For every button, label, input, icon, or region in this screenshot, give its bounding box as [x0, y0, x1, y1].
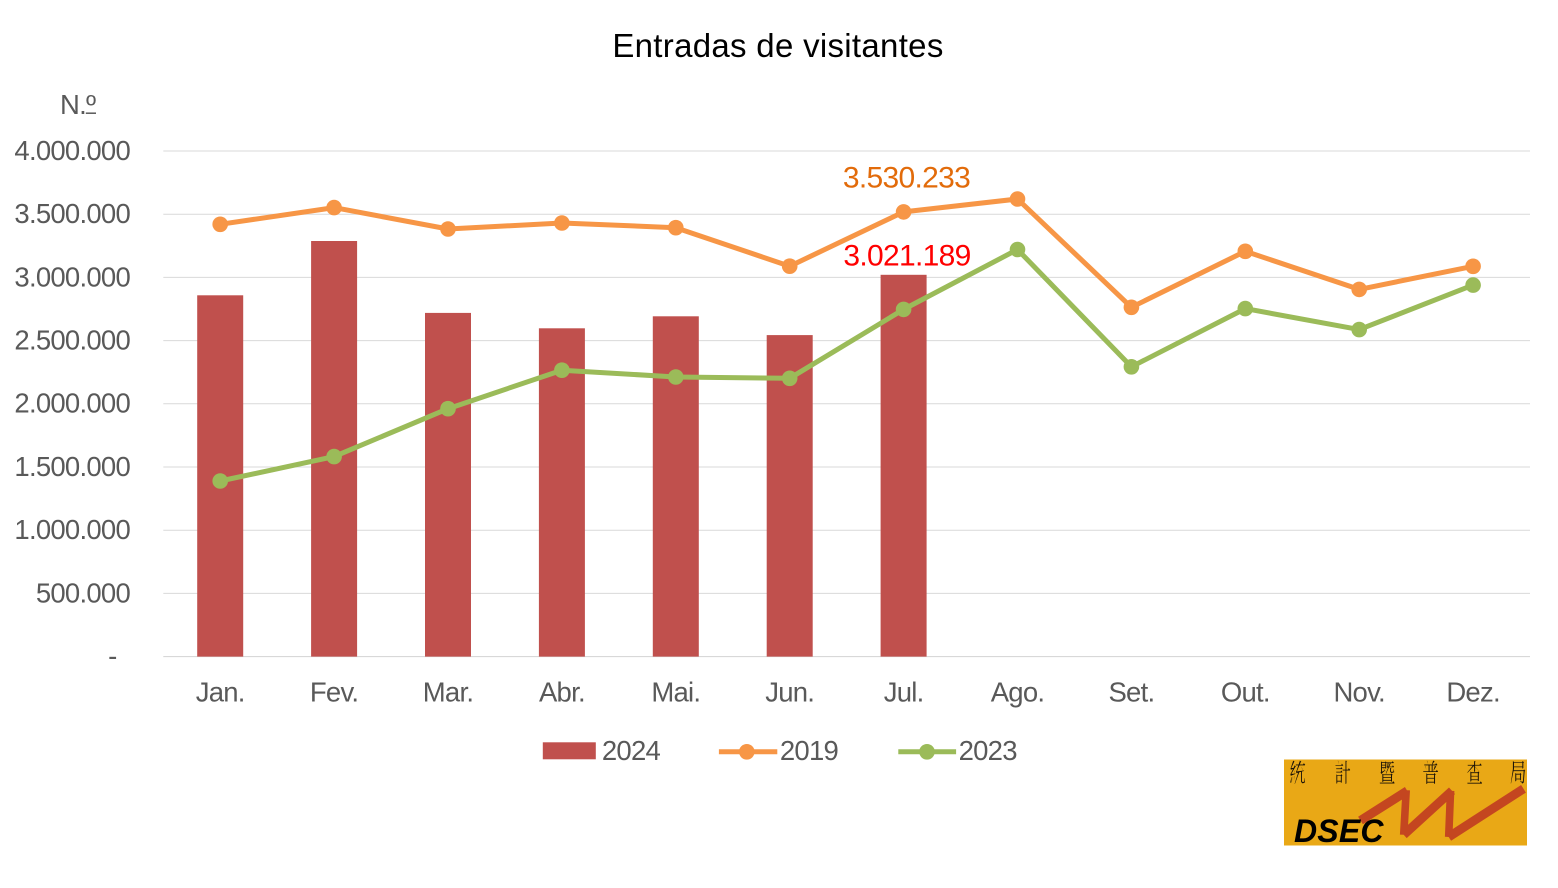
svg-text:Dez.: Dez.	[1446, 676, 1500, 707]
svg-text:Set.: Set.	[1108, 676, 1154, 707]
svg-text:2024: 2024	[602, 735, 661, 766]
svg-text:Jan.: Jan.	[196, 676, 245, 707]
svg-text:1.000.000: 1.000.000	[14, 514, 130, 545]
svg-text:4.000.000: 4.000.000	[14, 135, 130, 166]
svg-text:500.000: 500.000	[36, 577, 131, 608]
svg-text:3.000.000: 3.000.000	[14, 261, 130, 292]
svg-text:3.021.189: 3.021.189	[843, 240, 970, 273]
svg-text:Mai.: Mai.	[651, 676, 700, 707]
svg-text:DSEC: DSEC	[1294, 813, 1384, 849]
svg-text:2023: 2023	[959, 735, 1018, 766]
svg-text:N.º: N.º	[60, 89, 96, 120]
svg-text:Mar.: Mar.	[423, 676, 473, 707]
svg-text:Ago.: Ago.	[991, 676, 1045, 707]
svg-text:Nov.: Nov.	[1333, 676, 1385, 707]
svg-text:Abr.: Abr.	[539, 676, 585, 707]
svg-text:2.500.000: 2.500.000	[14, 325, 130, 356]
svg-text:3.530.233: 3.530.233	[843, 162, 970, 195]
svg-text:2019: 2019	[780, 735, 838, 766]
svg-text:Out.: Out.	[1221, 676, 1270, 707]
svg-text:Jun.: Jun.	[765, 676, 814, 707]
svg-text:1.500.000: 1.500.000	[14, 451, 130, 482]
svg-text:3.500.000: 3.500.000	[14, 198, 130, 229]
svg-text:-: -	[108, 641, 116, 672]
svg-text:Entradas de visitantes: Entradas de visitantes	[612, 27, 943, 64]
svg-text:2.000.000: 2.000.000	[14, 388, 130, 419]
svg-text:Jul.: Jul.	[884, 676, 924, 707]
svg-text:Fev.: Fev.	[310, 676, 358, 707]
